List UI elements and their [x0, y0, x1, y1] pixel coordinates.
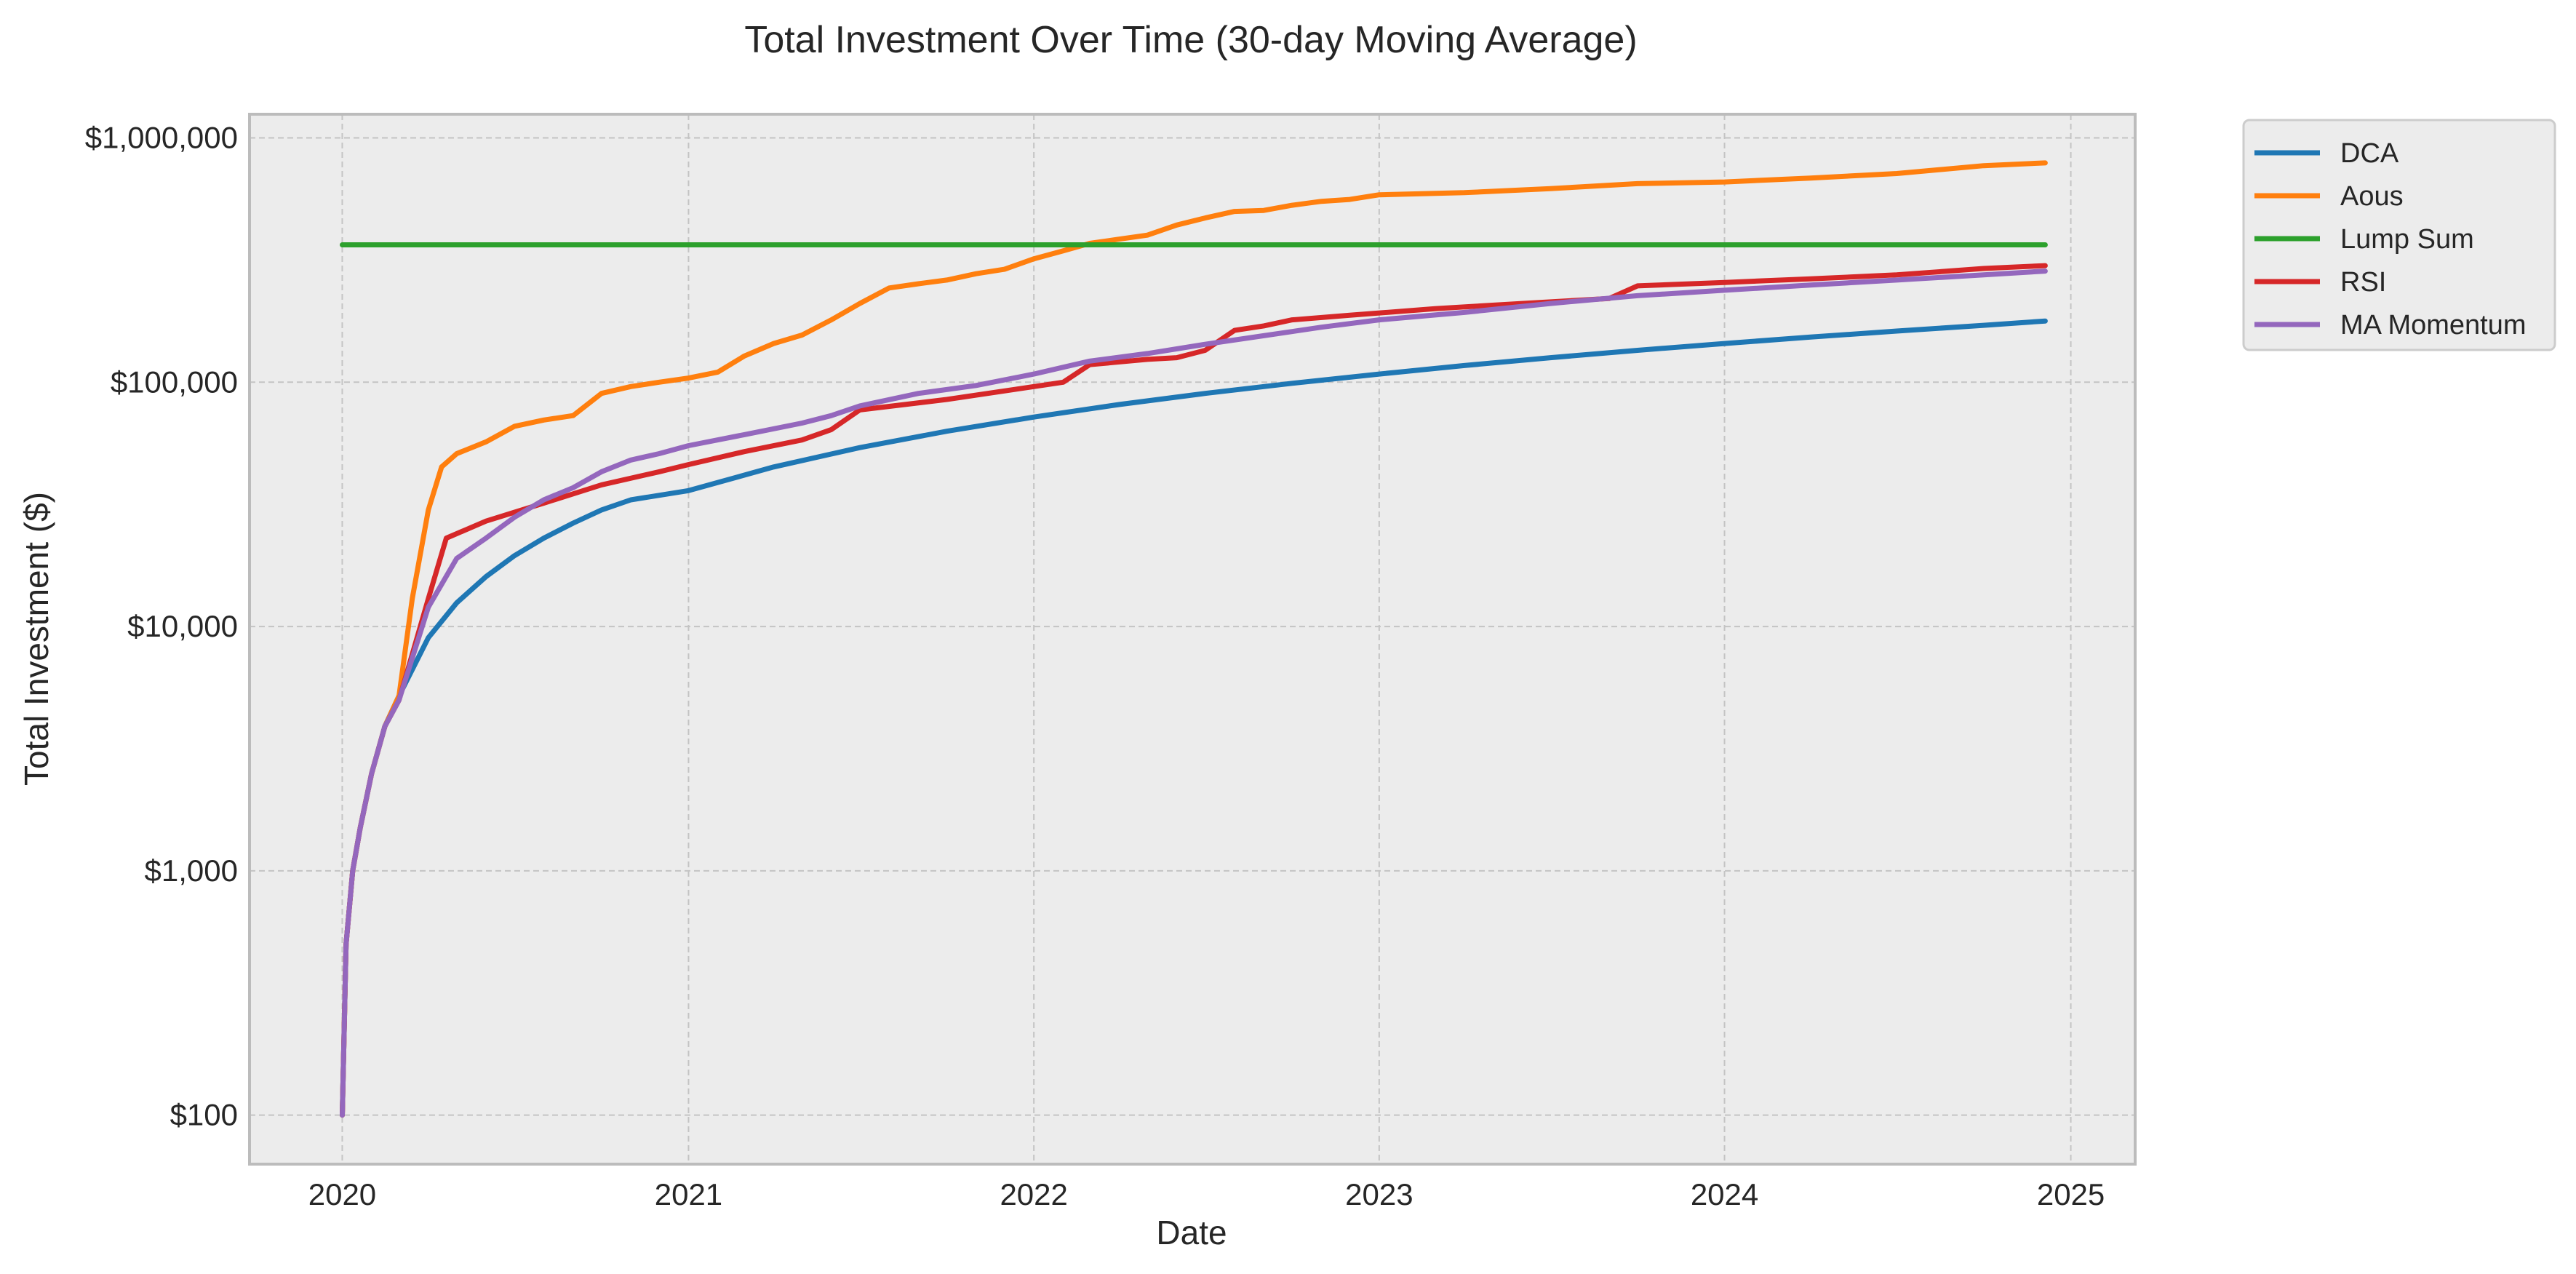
legend: DCA Aous Lump Sum RSI MA Momentum — [2242, 119, 2556, 351]
legend-label: DCA — [2340, 138, 2399, 169]
y-tick-label: $1,000,000 — [85, 121, 238, 155]
series-line-ma-momentum — [340, 268, 2048, 1118]
y-tick-labels: $100 $1,000 $10,000 $100,000 $1,000,000 — [85, 121, 238, 1132]
x-tick-label: 2025 — [2037, 1177, 2105, 1211]
y-axis-label: Total Investment ($) — [17, 492, 55, 786]
x-axis-label: Date — [1156, 1214, 1227, 1251]
legend-box — [2242, 119, 2556, 351]
legend-label: Aous — [2340, 181, 2404, 212]
legend-label: MA Momentum — [2340, 310, 2527, 341]
series-line-aous — [340, 160, 2048, 1118]
y-tick-label: $10,000 — [127, 609, 238, 643]
legend-label: RSI — [2340, 267, 2386, 298]
series-lines — [340, 160, 2048, 1118]
plot-area — [250, 114, 2135, 1164]
x-tick-labels: 2020 2021 2022 2023 2024 2025 — [308, 1177, 2105, 1211]
y-tick-label: $100 — [170, 1098, 238, 1132]
x-tick-label: 2020 — [308, 1177, 376, 1211]
x-tick-label: 2022 — [1000, 1177, 1067, 1211]
x-tick-label: 2024 — [1691, 1177, 1758, 1211]
x-tick-label: 2023 — [1345, 1177, 1413, 1211]
y-tick-label: $100,000 — [111, 365, 238, 399]
chart-title: Total Investment Over Time (30-day Movin… — [744, 19, 1637, 61]
legend-label: Lump Sum — [2340, 224, 2474, 255]
grid — [250, 114, 2135, 1164]
x-tick-label: 2021 — [655, 1177, 722, 1211]
plot-frame — [248, 113, 2137, 1166]
y-tick-label: $1,000 — [145, 853, 238, 888]
